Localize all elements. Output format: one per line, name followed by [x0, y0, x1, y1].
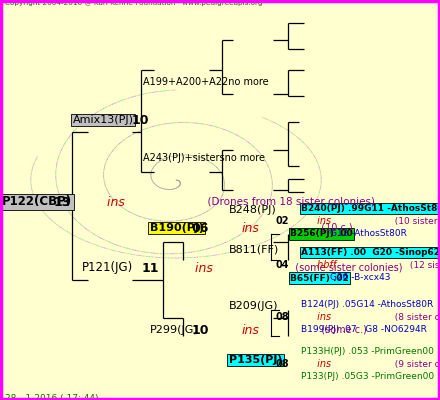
Text: 02: 02: [275, 216, 289, 226]
Text: 08: 08: [275, 312, 289, 322]
Text: B124(PJ) .05G14 -AthosSt80R: B124(PJ) .05G14 -AthosSt80R: [301, 300, 434, 309]
Text: B209(JG): B209(JG): [229, 301, 279, 311]
Text: B240(PJ) .99G11 -AthosSt80R: B240(PJ) .99G11 -AthosSt80R: [301, 204, 440, 213]
Text: (10 c.): (10 c.): [315, 223, 352, 233]
Text: 10: 10: [131, 114, 149, 126]
Text: P133H(PJ) .053 -PrimGreen00: P133H(PJ) .053 -PrimGreen00: [301, 347, 434, 356]
Text: B256(PJ) .00: B256(PJ) .00: [290, 230, 353, 238]
Text: B190(PJ): B190(PJ): [150, 223, 204, 233]
Text: ins: ins: [314, 216, 331, 226]
Text: B199(PJ) .07   G8 -NO6294R: B199(PJ) .07 G8 -NO6294R: [301, 326, 427, 334]
Text: 04: 04: [275, 260, 289, 270]
Text: ins: ins: [241, 222, 259, 234]
Text: P121(JG): P121(JG): [81, 262, 132, 274]
Text: P135(PJ): P135(PJ): [229, 355, 282, 365]
Text: ins: ins: [241, 324, 259, 336]
Text: B811(FF): B811(FF): [229, 245, 279, 255]
Text: ins: ins: [314, 359, 331, 369]
Text: (8 sister colonies): (8 sister colonies): [389, 313, 440, 322]
Text: A113(FF) .00  G20 -Sinop62R: A113(FF) .00 G20 -Sinop62R: [301, 248, 440, 257]
Text: (10 sister colonies): (10 sister colonies): [389, 217, 440, 226]
Text: hbff: hbff: [314, 260, 336, 270]
Text: ins: ins: [314, 312, 331, 322]
Text: 11: 11: [142, 262, 159, 274]
Text: (some sister colonies): (some sister colonies): [289, 263, 402, 273]
Text: B248(PJ): B248(PJ): [229, 205, 277, 215]
Text: 28-  1-2016 ( 17: 44): 28- 1-2016 ( 17: 44): [5, 394, 99, 400]
Text: P133(PJ) .05G3 -PrimGreen00: P133(PJ) .05G3 -PrimGreen00: [301, 372, 435, 381]
Text: 13: 13: [54, 196, 71, 208]
Text: (Drones from 18 sister colonies): (Drones from 18 sister colonies): [201, 197, 374, 207]
Text: 06: 06: [191, 222, 209, 234]
Text: (12 sister colonies): (12 sister colonies): [407, 261, 440, 270]
Text: Copyright 2004-2016 @ Karl Kehrle Foundation   www.pedigreeapis.org: Copyright 2004-2016 @ Karl Kehrle Founda…: [5, 0, 263, 6]
Text: ins: ins: [191, 262, 213, 274]
Text: B65(FF) .02: B65(FF) .02: [290, 274, 349, 282]
Text: G26 -B-xcx43: G26 -B-xcx43: [330, 274, 391, 282]
Text: P299(JG): P299(JG): [150, 325, 198, 335]
Text: P122(CBP): P122(CBP): [2, 196, 72, 208]
Text: A243(PJ)+sistersno more: A243(PJ)+sistersno more: [143, 153, 265, 163]
Text: 08: 08: [275, 359, 289, 369]
Text: G12 -AthosSt80R: G12 -AthosSt80R: [330, 230, 407, 238]
Text: (some c.): (some c.): [315, 325, 367, 335]
Text: ins: ins: [103, 196, 125, 208]
Text: A199+A200+A22no more: A199+A200+A22no more: [143, 77, 269, 87]
Text: 10: 10: [191, 324, 209, 336]
Text: Amix13(PJ): Amix13(PJ): [73, 115, 134, 125]
Text: (9 sister colonies): (9 sister colonies): [389, 360, 440, 368]
